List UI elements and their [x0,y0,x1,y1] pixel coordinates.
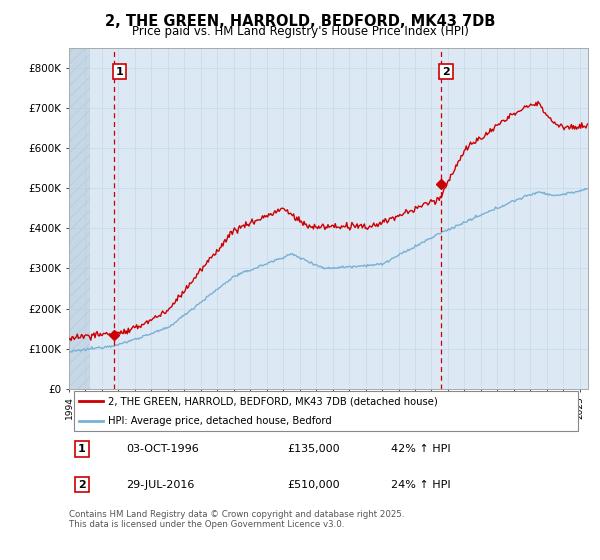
FancyBboxPatch shape [74,391,578,431]
Bar [69,48,91,389]
Text: 29-JUL-2016: 29-JUL-2016 [126,479,194,489]
Text: 42% ↑ HPI: 42% ↑ HPI [391,444,451,454]
Text: 24% ↑ HPI: 24% ↑ HPI [391,479,451,489]
Text: 1: 1 [116,67,124,77]
Text: 2, THE GREEN, HARROLD, BEDFORD, MK43 7DB: 2, THE GREEN, HARROLD, BEDFORD, MK43 7DB [105,14,495,29]
Text: 2, THE GREEN, HARROLD, BEDFORD, MK43 7DB (detached house): 2, THE GREEN, HARROLD, BEDFORD, MK43 7DB… [108,396,437,407]
Text: £510,000: £510,000 [287,479,340,489]
Text: Contains HM Land Registry data © Crown copyright and database right 2025.
This d: Contains HM Land Registry data © Crown c… [69,510,404,529]
Text: 2: 2 [78,479,86,489]
Text: HPI: Average price, detached house, Bedford: HPI: Average price, detached house, Bedf… [108,416,332,426]
Text: Price paid vs. HM Land Registry's House Price Index (HPI): Price paid vs. HM Land Registry's House … [131,25,469,38]
Text: 2: 2 [442,67,450,77]
Text: 1: 1 [78,444,86,454]
Text: £135,000: £135,000 [287,444,340,454]
Text: 03-OCT-1996: 03-OCT-1996 [126,444,199,454]
